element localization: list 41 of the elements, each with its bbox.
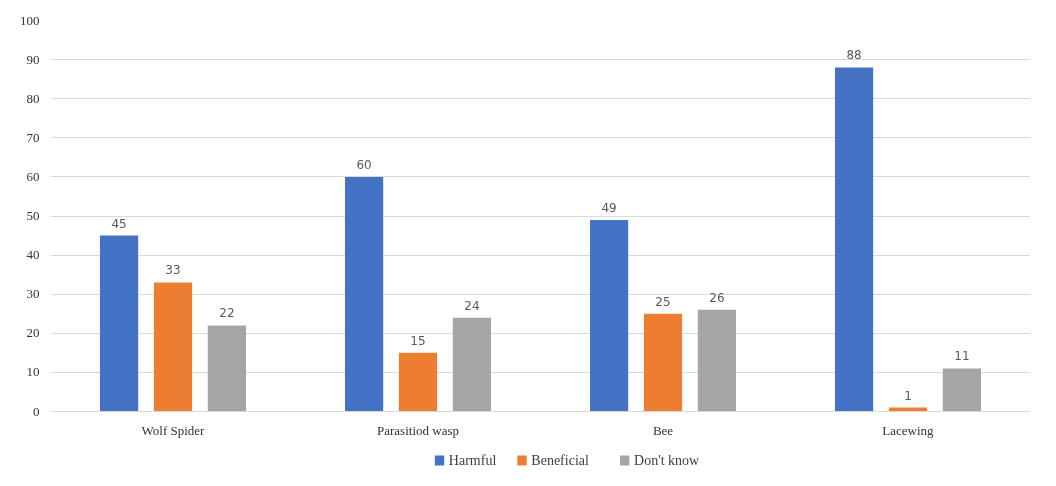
y-tick-label: 10 bbox=[26, 364, 40, 380]
legend-label: Harmful bbox=[448, 453, 497, 468]
bar bbox=[398, 352, 438, 412]
y-tick-label: 50 bbox=[26, 208, 40, 223]
bar bbox=[834, 67, 874, 412]
y-tick-label: 90 bbox=[26, 51, 40, 67]
bar bbox=[99, 235, 139, 412]
bar bbox=[643, 313, 683, 412]
data-label: 88 bbox=[846, 48, 862, 63]
data-label: 26 bbox=[709, 290, 725, 305]
x-tick-label: Bee bbox=[652, 422, 674, 438]
legend-label: Beneficial bbox=[531, 453, 589, 468]
bar bbox=[452, 317, 492, 412]
y-tick-label: 100 bbox=[20, 12, 40, 28]
legend-label: Don't know bbox=[634, 453, 701, 468]
y-tick-label: 40 bbox=[26, 247, 40, 263]
data-label: 11 bbox=[954, 349, 970, 364]
y-tick-label: 70 bbox=[26, 129, 40, 145]
data-label: 15 bbox=[410, 333, 426, 348]
x-tick-label: Lacewing bbox=[882, 422, 935, 438]
data-label: 33 bbox=[165, 263, 181, 278]
y-tick-label: 80 bbox=[26, 90, 40, 106]
y-tick-label: 0 bbox=[33, 403, 40, 419]
x-tick-label: Wolf Spider bbox=[141, 422, 206, 438]
data-label: 60 bbox=[356, 157, 372, 172]
y-tick-label: 20 bbox=[26, 325, 40, 341]
bar bbox=[344, 176, 384, 412]
data-label: 49 bbox=[601, 200, 617, 215]
bar bbox=[942, 368, 982, 412]
y-tick-label: 60 bbox=[26, 168, 40, 184]
data-label: 24 bbox=[464, 298, 480, 313]
data-label: 22 bbox=[219, 306, 235, 321]
data-label: 25 bbox=[655, 294, 671, 309]
bar bbox=[153, 282, 193, 412]
bar bbox=[697, 309, 737, 412]
y-tick-label: 30 bbox=[26, 286, 40, 302]
bar bbox=[207, 325, 247, 412]
data-label: 1 bbox=[904, 388, 912, 403]
data-label: 45 bbox=[111, 216, 127, 231]
bar bbox=[589, 219, 629, 412]
x-tick-label: Parasitiod wasp bbox=[377, 422, 459, 438]
